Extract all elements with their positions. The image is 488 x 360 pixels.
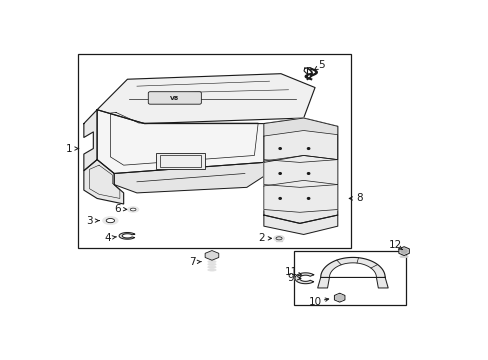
Circle shape (307, 198, 309, 199)
Text: 3: 3 (86, 216, 93, 226)
Bar (156, 153, 205, 169)
Bar (159, 155, 201, 167)
Text: 10: 10 (308, 297, 322, 307)
Ellipse shape (207, 263, 216, 266)
Polygon shape (320, 257, 385, 278)
Text: 11: 11 (285, 267, 298, 277)
Circle shape (279, 148, 281, 149)
Polygon shape (264, 180, 337, 212)
Text: 6: 6 (114, 204, 120, 214)
Ellipse shape (130, 208, 136, 211)
Circle shape (307, 148, 309, 149)
Ellipse shape (207, 269, 216, 271)
Text: V8: V8 (170, 96, 179, 100)
Text: 9: 9 (287, 273, 294, 283)
Polygon shape (264, 131, 337, 162)
Polygon shape (317, 278, 329, 287)
Text: 1: 1 (66, 144, 73, 153)
Polygon shape (264, 156, 337, 187)
Polygon shape (264, 215, 337, 234)
Ellipse shape (273, 235, 284, 241)
FancyBboxPatch shape (148, 92, 201, 104)
Polygon shape (376, 278, 387, 287)
Text: 12: 12 (388, 240, 401, 250)
Ellipse shape (399, 256, 407, 258)
Polygon shape (84, 159, 123, 204)
Polygon shape (119, 233, 134, 239)
Circle shape (335, 294, 343, 301)
Polygon shape (84, 110, 97, 171)
Polygon shape (264, 118, 337, 223)
Polygon shape (294, 273, 313, 284)
Ellipse shape (106, 219, 114, 223)
Polygon shape (205, 251, 218, 260)
Polygon shape (97, 110, 269, 174)
Text: 2: 2 (257, 233, 264, 243)
Text: 4: 4 (104, 233, 110, 243)
Circle shape (279, 198, 281, 199)
Ellipse shape (102, 217, 118, 225)
Text: 5: 5 (318, 60, 325, 70)
Circle shape (400, 249, 407, 253)
Ellipse shape (207, 266, 216, 268)
Bar (294, 251, 405, 305)
Polygon shape (398, 247, 408, 256)
Polygon shape (114, 162, 264, 193)
Polygon shape (97, 74, 314, 123)
Bar (78, 54, 350, 248)
Ellipse shape (207, 261, 216, 263)
Circle shape (307, 173, 309, 174)
Circle shape (279, 173, 281, 174)
Polygon shape (264, 118, 337, 162)
Polygon shape (334, 293, 344, 302)
Text: 7: 7 (189, 257, 196, 267)
Text: 8: 8 (356, 193, 362, 203)
Ellipse shape (127, 207, 139, 212)
